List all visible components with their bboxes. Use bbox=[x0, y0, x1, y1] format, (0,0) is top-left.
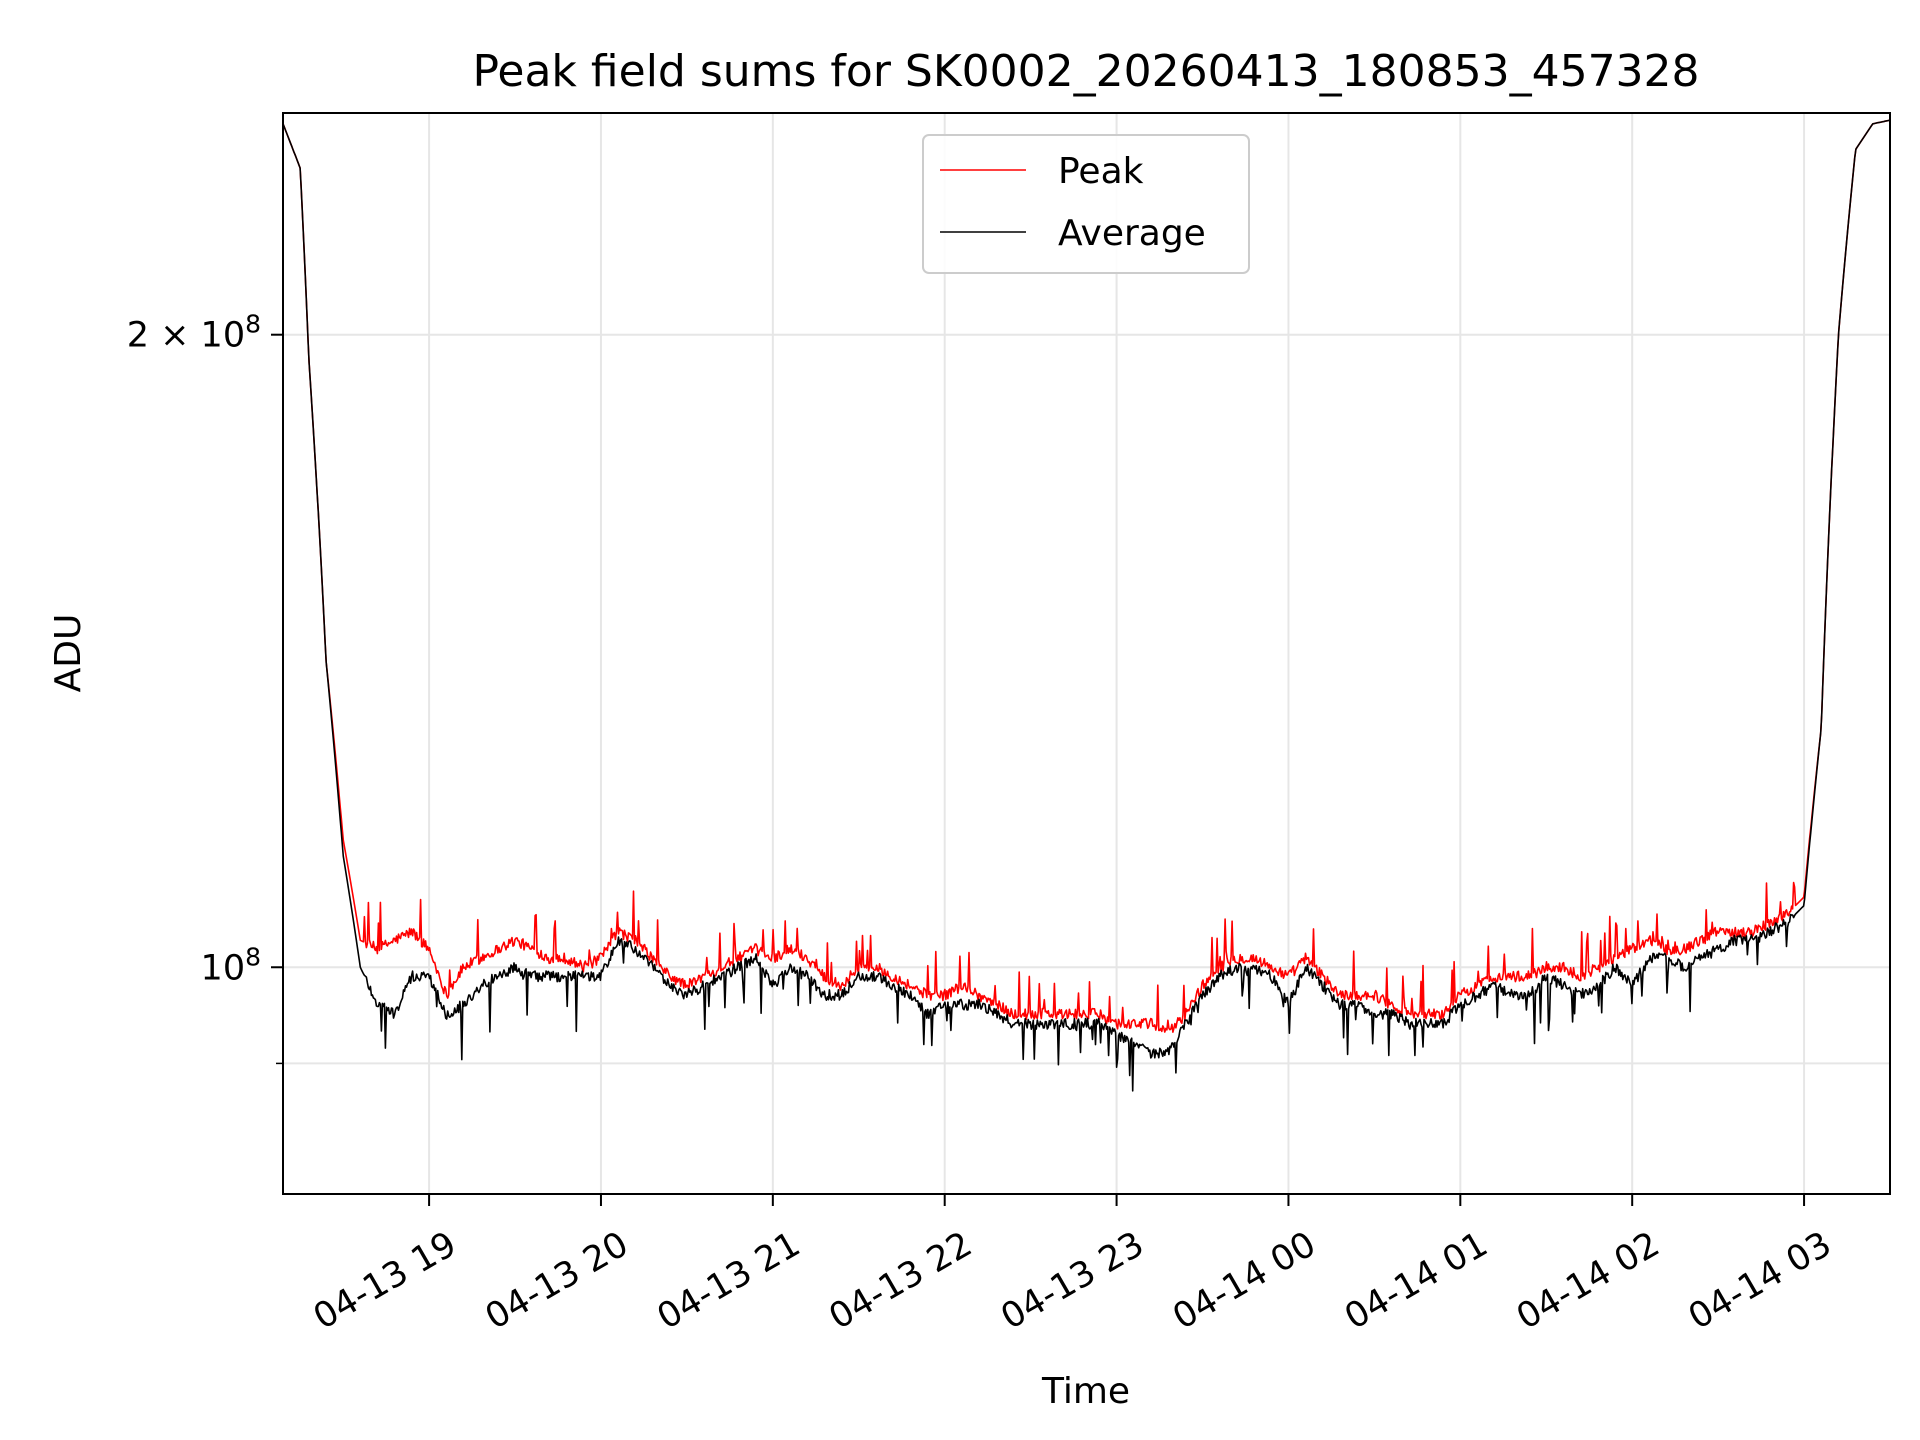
chart-title: Peak field sums for SK0002_20260413_1808… bbox=[472, 46, 1699, 97]
x-axis-label: Time bbox=[1041, 1371, 1130, 1412]
series-line-peak bbox=[282, 119, 1891, 1033]
plot-area bbox=[282, 119, 1891, 1092]
y-axis: 108 2 × 108 bbox=[127, 310, 283, 1065]
grid bbox=[283, 113, 1890, 1194]
legend: Peak Average bbox=[922, 134, 1250, 274]
series-line-average bbox=[282, 119, 1891, 1092]
axes-frame bbox=[282, 112, 1891, 1195]
y-tick-label: 108 bbox=[201, 942, 261, 988]
y-axis-label: ADU bbox=[48, 614, 89, 693]
y-tick-label: 2 × 108 bbox=[127, 310, 261, 356]
legend-label-average: Average bbox=[1058, 213, 1206, 254]
legend-label-peak: Peak bbox=[1058, 151, 1144, 192]
